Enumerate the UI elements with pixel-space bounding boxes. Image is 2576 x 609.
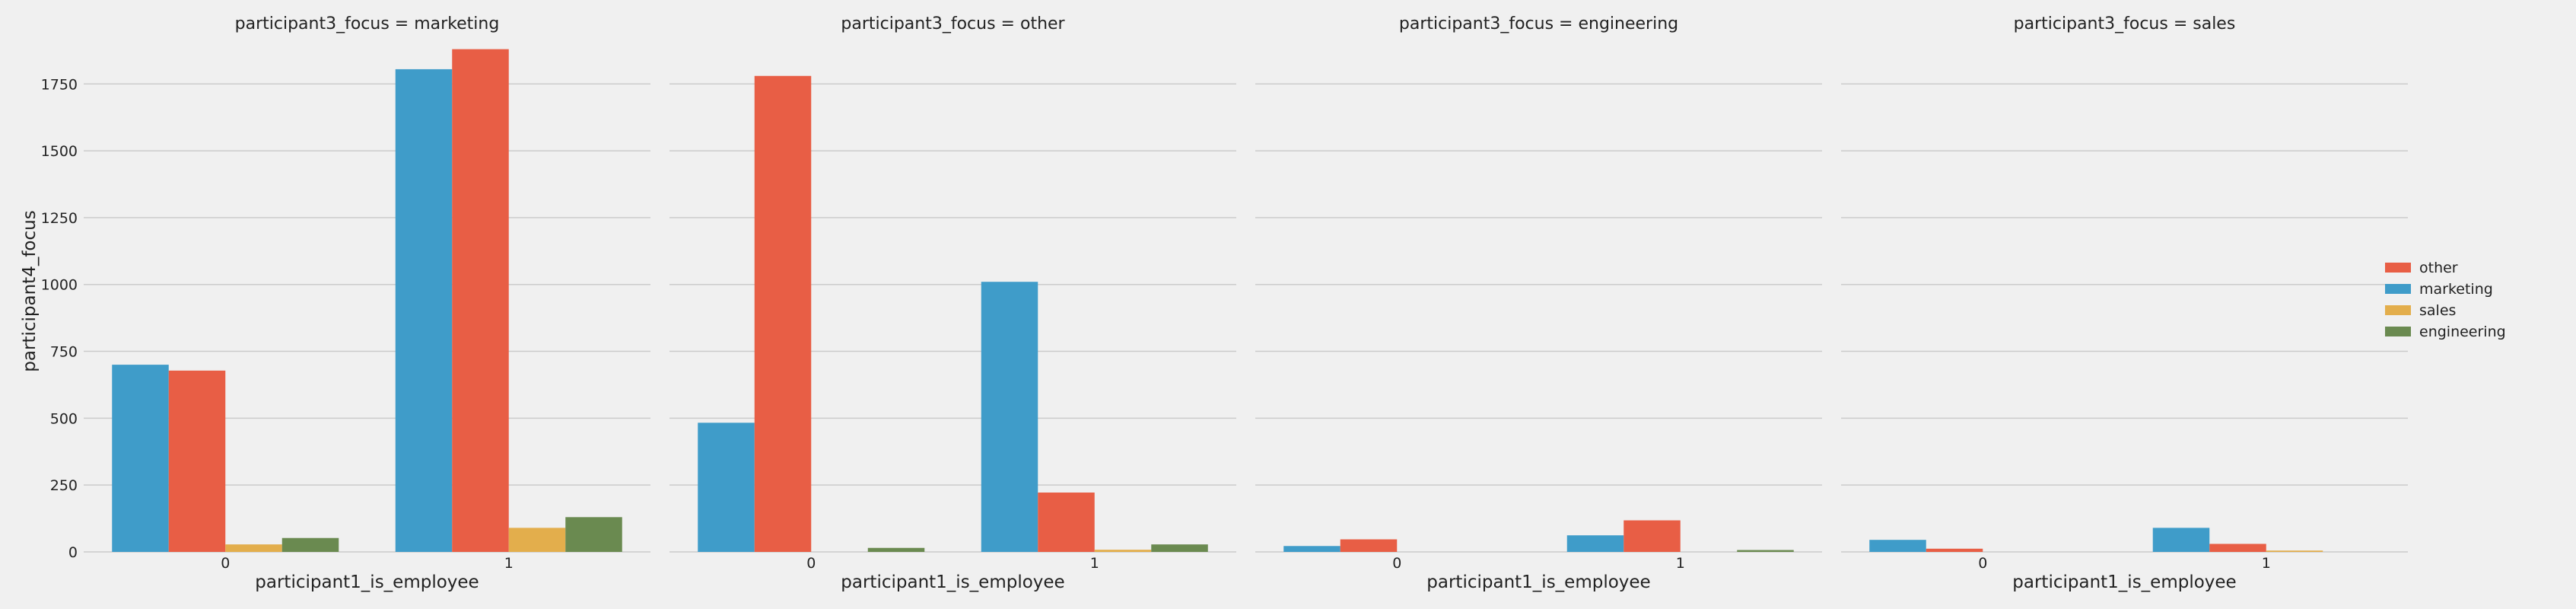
bar-0-0-other	[168, 370, 226, 552]
bar-1-1-marketing	[981, 282, 1038, 552]
bar-0-1-other	[452, 49, 509, 553]
x-axis-label-0: participant1_is_employee	[255, 572, 479, 592]
x-axis-label-2: participant1_is_employee	[1426, 572, 1650, 592]
x-tick-label: 1	[2262, 555, 2271, 572]
y-tick-label: 750	[50, 344, 78, 361]
y-tick-label: 1250	[41, 210, 78, 227]
bar-3-0-marketing	[1869, 540, 1926, 552]
facet-title-2: participant3_focus = engineering	[1399, 14, 1678, 33]
legend-label-other: other	[2419, 260, 2458, 276]
x-axis-label-1: participant1_is_employee	[841, 572, 1064, 592]
y-tick-label: 1000	[41, 277, 78, 294]
x-tick-label: 0	[806, 555, 816, 572]
bar-0-1-sales	[508, 528, 566, 552]
bar-3-0-other	[1926, 548, 1983, 552]
legend-label-marketing: marketing	[2419, 281, 2493, 298]
y-axis-label: participant4_focus	[20, 210, 40, 371]
bar-2-1-other	[1624, 520, 1681, 552]
bar-0-0-sales	[225, 544, 282, 552]
facet-title-3: participant3_focus = sales	[2014, 14, 2236, 33]
bar-1-0-other	[754, 75, 812, 552]
bar-3-1-other	[2209, 544, 2266, 552]
legend-swatch-sales	[2385, 305, 2411, 315]
bar-1-1-engineering	[1151, 544, 1208, 552]
bar-0-0-engineering	[281, 537, 339, 552]
legend-label-sales: sales	[2419, 302, 2456, 319]
y-tick-label: 1750	[41, 76, 78, 93]
bar-0-1-engineering	[565, 517, 622, 552]
legend-label-engineering: engineering	[2419, 324, 2506, 340]
legend-swatch-engineering	[2385, 327, 2411, 336]
legend-swatch-other	[2385, 263, 2411, 273]
x-tick-label: 0	[221, 555, 230, 572]
y-tick-label: 500	[50, 410, 78, 427]
facet-title-1: participant3_focus = other	[841, 14, 1065, 33]
bar-2-0-other	[1340, 539, 1398, 552]
bar-1-1-sales	[1094, 550, 1152, 552]
x-tick-label: 1	[1676, 555, 1685, 572]
x-tick-label: 1	[1090, 555, 1099, 572]
bar-2-1-engineering	[1737, 550, 1794, 552]
y-tick-label: 1500	[41, 143, 78, 160]
bar-1-0-engineering	[867, 547, 925, 552]
y-tick-label: 0	[68, 544, 78, 561]
x-tick-label: 0	[1978, 555, 1987, 572]
bar-3-1-sales	[2266, 550, 2323, 552]
x-tick-label: 1	[504, 555, 514, 572]
bar-2-1-marketing	[1566, 535, 1624, 552]
bar-1-0-marketing	[698, 422, 755, 552]
facet-title-0: participant3_focus = marketing	[235, 14, 500, 33]
bar-1-1-other	[1038, 493, 1095, 552]
x-tick-label: 0	[1392, 555, 1401, 572]
bar-0-1-marketing	[395, 69, 453, 552]
bar-2-0-marketing	[1283, 546, 1340, 552]
y-tick-label: 250	[50, 477, 78, 494]
bar-3-1-marketing	[2152, 528, 2210, 552]
x-axis-label-3: participant1_is_employee	[2012, 572, 2236, 592]
legend-swatch-marketing	[2385, 284, 2411, 294]
bar-0-0-marketing	[112, 365, 169, 552]
